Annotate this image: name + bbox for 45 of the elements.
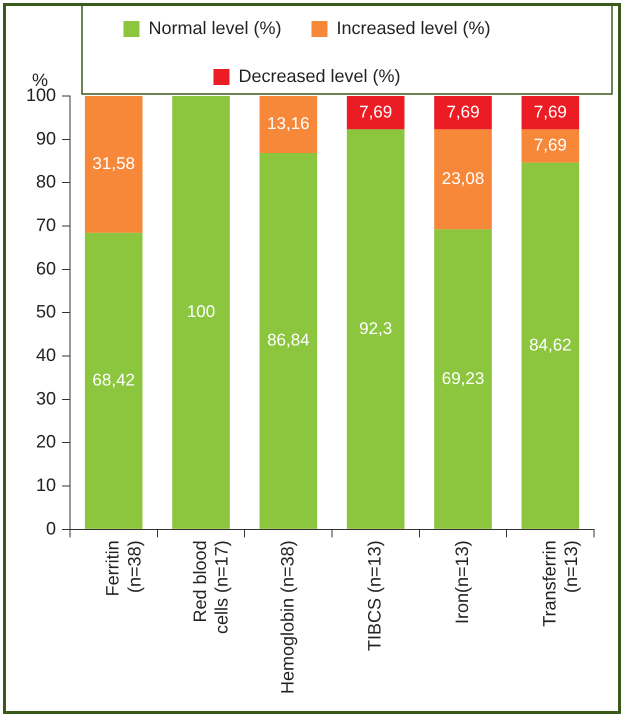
data-label: 7,69 [534, 136, 567, 155]
y-tick-label: 80 [36, 172, 56, 192]
legend-label: Increased level (%) [336, 18, 491, 38]
data-label: 84,62 [529, 335, 572, 354]
bar [172, 96, 230, 529]
data-label: 68,42 [92, 370, 135, 390]
y-tick-label: 0 [46, 518, 56, 538]
bar [84, 96, 143, 233]
y-tick-label: 10 [36, 475, 56, 496]
data-label: 69,23 [442, 368, 484, 388]
data-label: 23,08 [442, 169, 484, 188]
data-label: 31,58 [92, 154, 135, 174]
data-label: 7,69 [534, 102, 567, 122]
bar [84, 232, 143, 529]
data-label: 13,16 [267, 114, 310, 134]
y-tick-label: 20 [36, 432, 56, 452]
bar [522, 162, 580, 529]
data-label: 92,3 [359, 318, 392, 338]
data-label: 7,69 [359, 102, 392, 122]
x-tick-label: Hemoglobin (n=38) [277, 540, 298, 694]
x-tick-label: Iron(n=13) [452, 540, 472, 624]
y-tick-label: 40 [36, 345, 56, 366]
x-tick-label: Red blood cells (n=17) [190, 540, 232, 634]
legend-label: Normal level (%) [148, 18, 282, 38]
data-label: 7,69 [446, 102, 480, 122]
x-tick-label: Ferritin (n=38) [102, 540, 144, 596]
bar [522, 129, 580, 163]
data-label: 86,84 [267, 330, 310, 350]
bar [434, 96, 492, 130]
bar [260, 153, 318, 529]
x-tick-label: TIBCS (n=13) [364, 540, 385, 651]
x-tick-label: Transferrin (n=13) [539, 540, 581, 627]
bar [260, 96, 318, 154]
y-tick-label: 60 [36, 258, 56, 278]
bar [346, 96, 404, 130]
y-tick-label: 70 [36, 214, 56, 235]
bar [522, 96, 580, 130]
bar [434, 129, 492, 230]
data-label: 100 [186, 302, 216, 322]
y-tick-label: 30 [36, 388, 56, 408]
y-tick-label: 50 [36, 302, 56, 322]
bar [434, 229, 492, 529]
legend-label: Decreased level (%) [238, 66, 401, 86]
bar [346, 129, 404, 529]
y-tick-label: 90 [36, 128, 56, 148]
